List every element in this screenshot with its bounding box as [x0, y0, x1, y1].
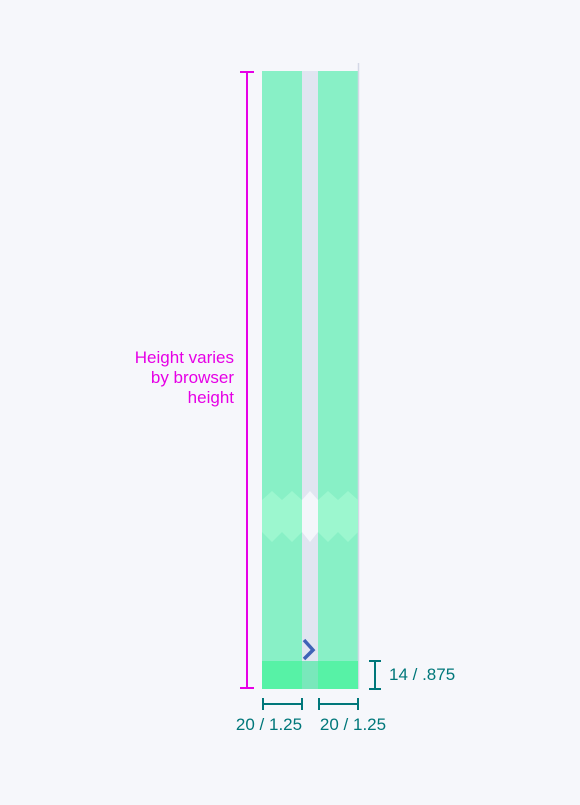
left-column [262, 71, 302, 689]
gutter-break [302, 491, 318, 542]
left-footer-band [262, 661, 302, 689]
left-column-break [262, 491, 302, 542]
gutter-footer-band [302, 661, 318, 689]
right-column-width-label: 20 / 1.25 [319, 715, 387, 734]
height-note-line-3: height [187, 388, 234, 407]
height-note-line-1: Height varies [134, 348, 234, 367]
center-gutter [302, 71, 318, 689]
footer-height-label: 14 / .875 [389, 665, 456, 684]
left-column-width-label: 20 / 1.25 [235, 715, 303, 734]
height-note-line-2: by browser [150, 368, 234, 387]
right-footer-band [318, 661, 358, 689]
height-note: Height varies by browser height [80, 348, 234, 408]
height-dimension [240, 71, 254, 689]
footer-dimension [369, 660, 381, 690]
right-column-break [318, 491, 358, 542]
width-dimensions [262, 698, 359, 710]
right-column [318, 71, 358, 689]
column-structure [262, 63, 360, 689]
chevron-right-icon [302, 638, 316, 661]
